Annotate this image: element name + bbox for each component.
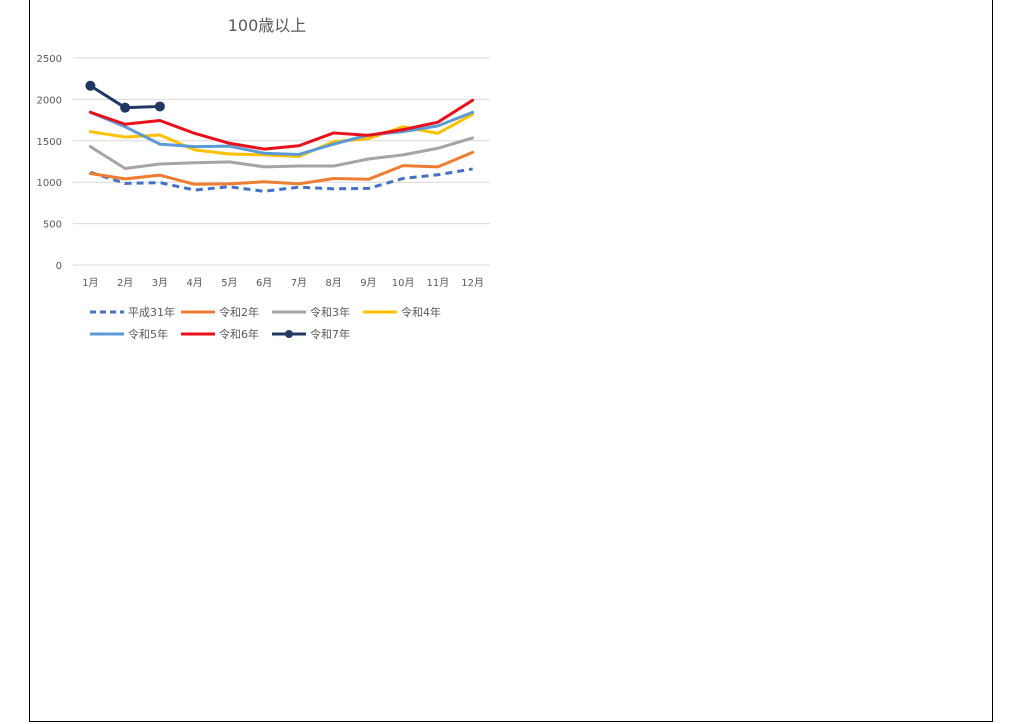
series-line-2 <box>88 136 475 171</box>
series-line-4 <box>88 110 475 156</box>
chart-title: 100歳以上 <box>228 16 307 35</box>
sheet-frame <box>29 0 993 722</box>
series-point-6 <box>154 101 165 112</box>
legend-label: 令和6年 <box>219 327 259 341</box>
y-axis-ticks: 0 500 1000 1500 2000 2500 <box>37 54 62 272</box>
y-tick-label: 2000 <box>37 95 62 106</box>
legend-label: 令和5年 <box>128 327 168 341</box>
y-tick-label: 500 <box>43 220 62 231</box>
series-line-1 <box>88 150 475 186</box>
y-tick-label: 1500 <box>37 137 62 148</box>
legend-label: 令和3年 <box>310 305 350 319</box>
x-tick-label: 4月 <box>186 277 202 289</box>
legend-label: 平成31年 <box>128 305 175 319</box>
x-tick-label: 7月 <box>291 277 307 289</box>
legend-label: 令和2年 <box>219 305 259 319</box>
x-tick-label: 3月 <box>152 277 168 289</box>
x-tick-label: 8月 <box>325 277 341 289</box>
series-point-6 <box>85 80 96 91</box>
grid-lines <box>73 57 490 266</box>
x-tick-label: 6月 <box>256 277 272 289</box>
y-tick-label: 0 <box>56 261 62 272</box>
series-line-5 <box>88 98 475 151</box>
x-tick-label: 5月 <box>221 277 237 289</box>
x-tick-label: 11月 <box>427 277 450 289</box>
x-tick-label: 1月 <box>82 277 98 289</box>
series-line-0 <box>89 167 473 193</box>
legend-marker <box>285 330 293 338</box>
legend-label: 令和7年 <box>310 327 350 341</box>
x-tick-label: 9月 <box>360 277 376 289</box>
x-axis-ticks: 1月 2月 3月 4月 5月 6月 7月 8月 9月 10月 11月 12月 <box>82 277 484 289</box>
x-tick-label: 2月 <box>117 277 133 289</box>
series-point-6 <box>120 102 131 113</box>
x-tick-label: 10月 <box>392 277 415 289</box>
y-tick-label: 2500 <box>37 54 62 65</box>
series-lines <box>85 80 475 193</box>
legend-label: 令和4年 <box>401 305 441 319</box>
x-tick-label: 12月 <box>461 277 484 289</box>
y-tick-label: 1000 <box>37 178 62 189</box>
